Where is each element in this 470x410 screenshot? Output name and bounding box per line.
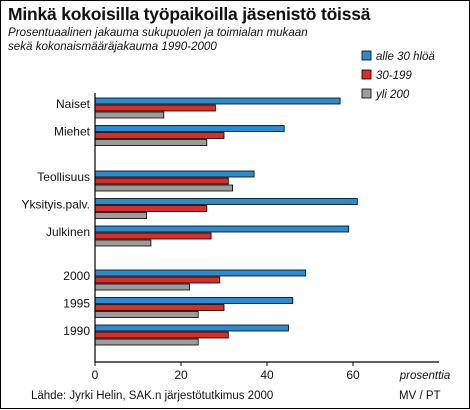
chart-subtitle-line-1: Prosentuaalinen jakauma sukupuolen ja to… bbox=[8, 26, 308, 39]
legend-swatch bbox=[361, 88, 372, 99]
bar-teollisuus-series-3 bbox=[94, 184, 234, 192]
bar-2000-series-2 bbox=[94, 276, 221, 284]
bar-naiset-series-3 bbox=[94, 111, 165, 119]
bar-1995-series-3 bbox=[94, 311, 199, 318]
bar-teollisuus-series-2 bbox=[94, 177, 229, 185]
bar-1990-series-3 bbox=[94, 338, 199, 346]
bar-miehet-series-2 bbox=[94, 132, 225, 139]
x-tick-label: 0 bbox=[92, 368, 99, 382]
category-label: Naiset bbox=[56, 97, 91, 111]
legend-swatch bbox=[361, 69, 372, 80]
x-tick-label: 40 bbox=[260, 368, 274, 382]
bar-naiset-series-2 bbox=[94, 104, 216, 112]
bar-julkinen-series-3 bbox=[94, 239, 152, 247]
bar-naiset-series-1 bbox=[94, 97, 341, 105]
x-tick-label: 20 bbox=[174, 368, 188, 382]
legend-label: 30-199 bbox=[376, 70, 412, 82]
category-label: Julkinen bbox=[46, 225, 90, 239]
bar-1990-series-2 bbox=[94, 331, 229, 339]
bar-yksityis-palv--series-2 bbox=[94, 205, 208, 212]
chart-subtitle-line-2: sekä kokonaismääräjakauma 1990-2000 bbox=[8, 40, 217, 53]
bar-2000-series-3 bbox=[94, 283, 190, 291]
bar-1990-series-1 bbox=[94, 324, 289, 332]
category-label: 2000 bbox=[63, 269, 90, 283]
credit-note: MV / PT bbox=[399, 390, 441, 402]
bar-1995-series-1 bbox=[94, 297, 294, 304]
bar-miehet-series-1 bbox=[94, 125, 285, 132]
legend-label: alle 30 hlöä bbox=[376, 51, 435, 63]
bar-miehet-series-3 bbox=[94, 139, 208, 146]
bar-1995-series-2 bbox=[94, 304, 225, 311]
x-axis-title: prosenttia bbox=[399, 370, 451, 382]
bar-2000-series-1 bbox=[94, 269, 307, 277]
bar-teollisuus-series-1 bbox=[94, 170, 255, 178]
bar-julkinen-series-2 bbox=[94, 232, 212, 240]
legend-label: yli 200 bbox=[375, 89, 410, 101]
bar-yksityis-palv--series-3 bbox=[94, 212, 147, 219]
bar-julkinen-series-1 bbox=[94, 225, 350, 233]
category-label: Yksityis.palv. bbox=[22, 198, 90, 212]
category-label: Miehet bbox=[54, 125, 91, 139]
source-note: Lähde: Jyrki Helin, SAK.n järjestötutkim… bbox=[31, 390, 274, 402]
x-tick-label: 60 bbox=[346, 368, 360, 382]
chart-title: Minkä kokoisilla työpaikoilla jäsenistö … bbox=[8, 4, 371, 24]
legend-swatch bbox=[361, 50, 372, 61]
bar-yksityis-palv--series-1 bbox=[94, 198, 358, 205]
category-label: 1995 bbox=[63, 297, 90, 311]
category-label: Teollisuus bbox=[37, 170, 90, 184]
category-label: 1990 bbox=[63, 324, 90, 338]
